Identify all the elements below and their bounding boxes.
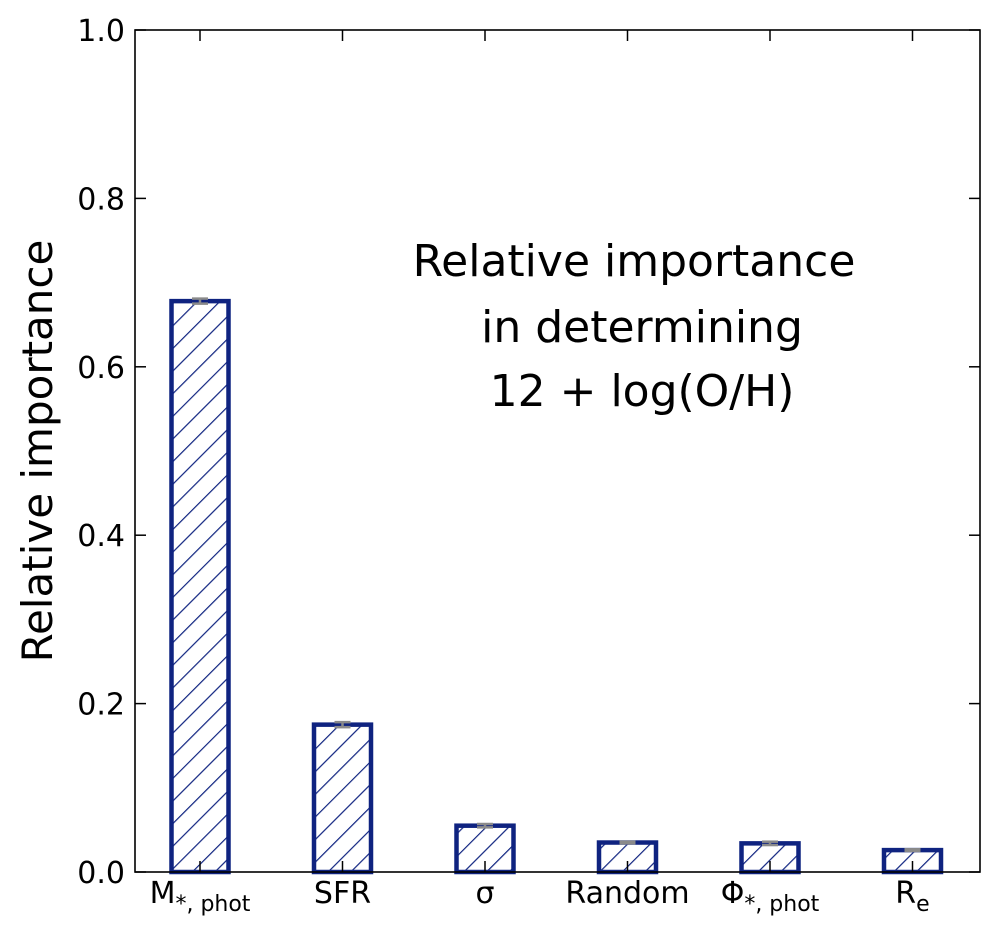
y-tick-label-5: 1.0 (77, 14, 125, 49)
annotation-line-3: 12 + log(O/H) (490, 366, 795, 417)
x-tick-label-1: SFR (314, 876, 371, 911)
x-tick-label-2: σ (475, 876, 494, 911)
x-tick-label-3: Random (565, 876, 689, 911)
bars-layer (169, 297, 944, 875)
plot-frame (134, 29, 981, 873)
x-tick-label-4: Φ*, phot (721, 876, 820, 917)
y-tick-label-2: 0.4 (77, 519, 125, 554)
y-axis-label: Relative importance (13, 240, 62, 663)
annotation-line-2: in determining (481, 302, 803, 353)
y-tick-label-4: 0.8 (77, 182, 125, 217)
bar-0 (169, 298, 231, 875)
annotation: Relative importance in determining 12 + … (413, 236, 856, 417)
labels-layer: M*, phot SFR σ Random Φ*, phot Re 0.0 0.2 0.4 0.6… (77, 14, 929, 917)
annotation-line-1: Relative importance (413, 236, 856, 287)
x-tick-label-0: M*, phot (150, 876, 251, 917)
y-tick-label-0: 0.0 (77, 856, 125, 891)
x-tick-label-5: Re (895, 876, 929, 917)
bar-1 (311, 722, 374, 875)
ticks-layer (135, 29, 980, 873)
y-tick-label-3: 0.6 (77, 351, 125, 386)
y-tick-label-1: 0.2 (77, 688, 125, 723)
